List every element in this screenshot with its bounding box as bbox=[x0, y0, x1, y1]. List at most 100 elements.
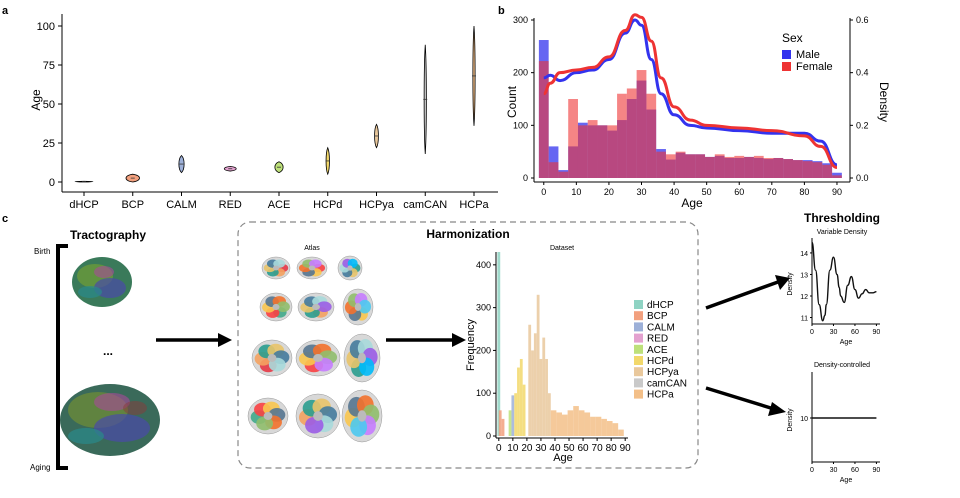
mini-x-tick-label: 90 bbox=[873, 467, 881, 474]
b-y-right-tick-label: 0.6 bbox=[856, 15, 869, 25]
dataset-legend-label: BCP bbox=[647, 311, 668, 322]
dataset-bar bbox=[547, 393, 551, 436]
b-x-tick-label: 20 bbox=[604, 187, 614, 197]
b-y-right-tick-label: 0.2 bbox=[856, 120, 869, 130]
dataset-legend-swatch bbox=[634, 333, 643, 343]
b-x-tick-label: 90 bbox=[832, 187, 842, 197]
density-controlled-plot: 0 30 60 90 10 bbox=[800, 416, 880, 474]
legend-swatch-male bbox=[782, 50, 791, 59]
b-bar-female bbox=[558, 171, 569, 178]
b-x-tick-label: 40 bbox=[669, 187, 679, 197]
vd-y-label: Density bbox=[787, 272, 794, 296]
dc-x-label: Age bbox=[840, 477, 853, 484]
panel-a-y-label: Age bbox=[29, 89, 43, 111]
dataset-legend-swatch bbox=[634, 356, 643, 365]
atlas-region bbox=[305, 416, 324, 434]
dataset-x-tick-label: 30 bbox=[535, 443, 547, 454]
vd-x-label: Age bbox=[840, 339, 853, 346]
a-x-tick-label: BCP bbox=[121, 199, 144, 211]
b-bar-female bbox=[577, 125, 588, 178]
b-bar-female bbox=[812, 162, 823, 178]
mini-x-tick-label: 30 bbox=[830, 329, 838, 336]
panel-a-violins bbox=[74, 25, 476, 183]
dataset-y-tick-label: 0 bbox=[486, 431, 491, 441]
panel-a-y-ticks: 0 25 50 75 100 bbox=[37, 21, 62, 189]
atlas-region bbox=[358, 299, 372, 314]
mini-x-tick-label: 90 bbox=[873, 329, 881, 336]
dataset-x-tick-label: 50 bbox=[563, 443, 575, 454]
b-bar-female bbox=[617, 93, 627, 178]
dataset-legend-label: HCPd bbox=[647, 356, 674, 367]
birth-label: Birth bbox=[34, 247, 50, 256]
dataset-y-tick-label: 300 bbox=[476, 303, 491, 313]
tractography-title: Tractography bbox=[70, 228, 146, 242]
b-y-right-tick-label: 0.4 bbox=[856, 68, 869, 78]
dataset-bar bbox=[550, 410, 557, 436]
dataset-bar bbox=[522, 384, 526, 436]
dataset-bar bbox=[511, 395, 515, 436]
b-bar-female bbox=[636, 70, 647, 178]
atlas-brain-grid bbox=[247, 255, 383, 443]
atlas-brain-core bbox=[358, 352, 366, 364]
dataset-x-tick-label: 20 bbox=[521, 443, 533, 454]
b-x-tick-label: 10 bbox=[571, 187, 581, 197]
dataset-x-tick-label: 60 bbox=[578, 443, 590, 454]
a-y-tick-label: 75 bbox=[43, 60, 55, 72]
dc-y-label: Density bbox=[787, 408, 794, 432]
dataset-bar bbox=[508, 410, 512, 436]
atlas-region bbox=[316, 301, 332, 313]
panel-c: c Tractography Birth Aging ... Harmon bbox=[2, 211, 880, 484]
b-bar-female bbox=[705, 156, 715, 178]
b-bar-female bbox=[597, 125, 608, 178]
dataset-x-label: Age bbox=[553, 452, 573, 464]
mini-x-tick-label: 30 bbox=[830, 467, 838, 474]
mini-x-tick-label: 60 bbox=[851, 467, 859, 474]
panel-b-ticks: 0 10 20 30 40 50 60 70 80 90 0 100 200 300 0.0 0.2 0.4 0.… bbox=[513, 15, 869, 197]
legend-label-male: Male bbox=[796, 49, 820, 61]
b-bar-female bbox=[538, 61, 549, 178]
dataset-bar bbox=[497, 252, 501, 436]
atlas-brain-core bbox=[313, 411, 323, 421]
dataset-bar bbox=[562, 414, 568, 436]
dataset-bar bbox=[536, 294, 540, 436]
dataset-bars bbox=[497, 252, 624, 436]
a-y-tick-label: 0 bbox=[49, 177, 55, 189]
dataset-legend-swatch bbox=[634, 378, 643, 388]
a-y-tick-label: 50 bbox=[43, 99, 55, 111]
atlas-region bbox=[256, 416, 274, 431]
arrow-to-density-controlled bbox=[705, 386, 786, 416]
panel-b-legend: Sex Male Female bbox=[782, 31, 833, 73]
dataset-legend-swatch bbox=[634, 300, 643, 309]
dataset-bar bbox=[573, 406, 579, 436]
panel-a-x-ticks: dHCP BCP CALM RED ACE HCPd HCPya camCAN HCPa bbox=[69, 192, 490, 211]
dataset-bar bbox=[519, 358, 523, 436]
dataset-legend-swatch bbox=[634, 311, 643, 321]
dataset-bar bbox=[498, 410, 502, 436]
dataset-legend-label: dHCP bbox=[647, 300, 674, 311]
dataset-bar bbox=[601, 418, 607, 436]
atlas-brain-core bbox=[267, 354, 277, 362]
b-x-tick-label: 0 bbox=[541, 187, 546, 197]
b-bar-female bbox=[734, 155, 745, 178]
dataset-x-tick-label: 0 bbox=[496, 443, 502, 454]
legend-label-female: Female bbox=[796, 61, 833, 73]
b-bar-female bbox=[675, 151, 686, 178]
dataset-x-tick-label: 10 bbox=[507, 443, 519, 454]
b-bar-female bbox=[548, 162, 559, 178]
dataset-legend-label: ACE bbox=[647, 345, 668, 356]
atlas-region bbox=[276, 301, 290, 313]
b-bar-female bbox=[695, 154, 706, 178]
mini-plot-line bbox=[811, 241, 877, 322]
panel-b: b Count Density Age 0 10 20 30 40 50 60 70 80 900… bbox=[498, 5, 891, 210]
dataset-legend-label: RED bbox=[647, 334, 668, 345]
atlas-label: Atlas bbox=[304, 245, 320, 252]
atlas-brain-core bbox=[272, 265, 280, 271]
mini-y-tick-label: 14 bbox=[800, 251, 808, 258]
mini-y-tick-label: 13 bbox=[800, 272, 808, 279]
b-bar-female bbox=[587, 120, 598, 178]
dataset-title: Dataset bbox=[550, 245, 574, 252]
dataset-legend-label: CALM bbox=[647, 322, 675, 333]
mini-x-tick-label: 60 bbox=[851, 329, 859, 336]
